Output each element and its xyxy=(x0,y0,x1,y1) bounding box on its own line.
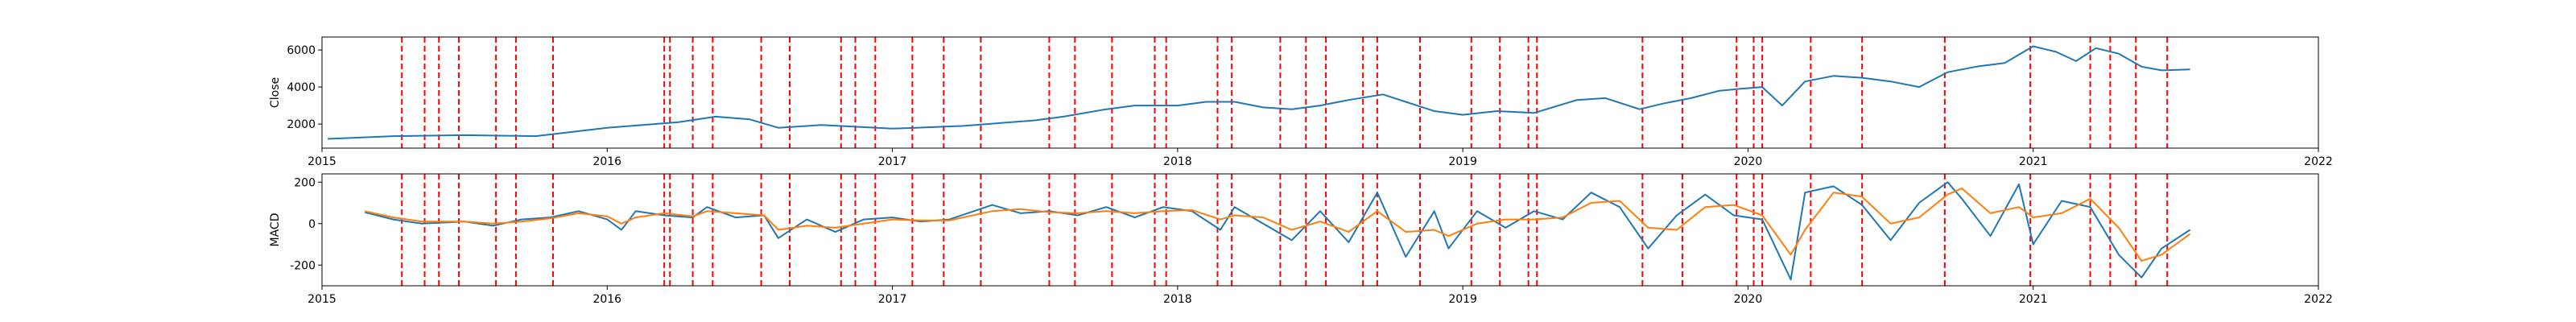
macd-lines xyxy=(364,181,2191,281)
macd-x-tick-label: 2020 xyxy=(1734,293,1763,306)
close-series-line-0 xyxy=(328,45,2190,140)
close-price-lines xyxy=(328,45,2190,140)
macd-y-axis-label: MACD xyxy=(269,213,282,247)
close-x-tick-label: 2015 xyxy=(308,155,336,168)
close-y-tick-label: 6000 xyxy=(287,44,316,57)
close-x-tick-label: 2022 xyxy=(2304,155,2333,168)
close-x-tick-label: 2017 xyxy=(878,155,907,168)
macd-x-tick-label: 2018 xyxy=(1163,293,1192,306)
macd-x-tick-label: 2019 xyxy=(1448,293,1477,306)
close-y-tick-label: 4000 xyxy=(287,81,316,94)
close-x-tick-label: 2018 xyxy=(1163,155,1192,168)
macd-series-line-0 xyxy=(364,181,2191,281)
close-event-lines xyxy=(401,37,2169,148)
macd-x-tick-label: 2021 xyxy=(2019,293,2048,306)
macd-x-tick-label: 2017 xyxy=(878,293,907,306)
macd-y-axis: -200 0 200 xyxy=(290,176,322,272)
close-x-tick-label: 2021 xyxy=(2019,155,2048,168)
macd-x-axis: 2015 2016 2017 2018 2019 2020 2021 2022 xyxy=(308,286,2333,306)
close-y-axis: 2000 4000 6000 xyxy=(287,44,322,131)
macd-y-tick-label: 200 xyxy=(294,176,316,189)
macd-y-tick-label: -200 xyxy=(290,259,316,272)
close-y-axis-label: Close xyxy=(269,77,282,108)
close-y-tick-label: 2000 xyxy=(287,118,316,131)
close-panel-frame xyxy=(321,36,2319,149)
close-x-tick-label: 2016 xyxy=(592,155,621,168)
macd-y-tick-label: 0 xyxy=(308,218,316,231)
macd-x-tick-label: 2015 xyxy=(308,293,336,306)
macd-x-tick-label: 2022 xyxy=(2304,293,2333,306)
close-x-tick-label: 2020 xyxy=(1734,155,1763,168)
macd-panel-frame xyxy=(321,173,2319,287)
close-price-panel: 2015 2016 2017 2018 2019 2020 2021 2022 2000 400… xyxy=(269,36,2333,168)
close-x-tick-label: 2019 xyxy=(1448,155,1477,168)
macd-series-line-1 xyxy=(364,188,2191,262)
macd-panel: 2015 2016 2017 2018 2019 2020 2021 2022 -200 0 20… xyxy=(269,173,2333,306)
macd-x-tick-label: 2016 xyxy=(592,293,621,306)
close-x-axis: 2015 2016 2017 2018 2019 2020 2021 2022 xyxy=(308,148,2333,168)
